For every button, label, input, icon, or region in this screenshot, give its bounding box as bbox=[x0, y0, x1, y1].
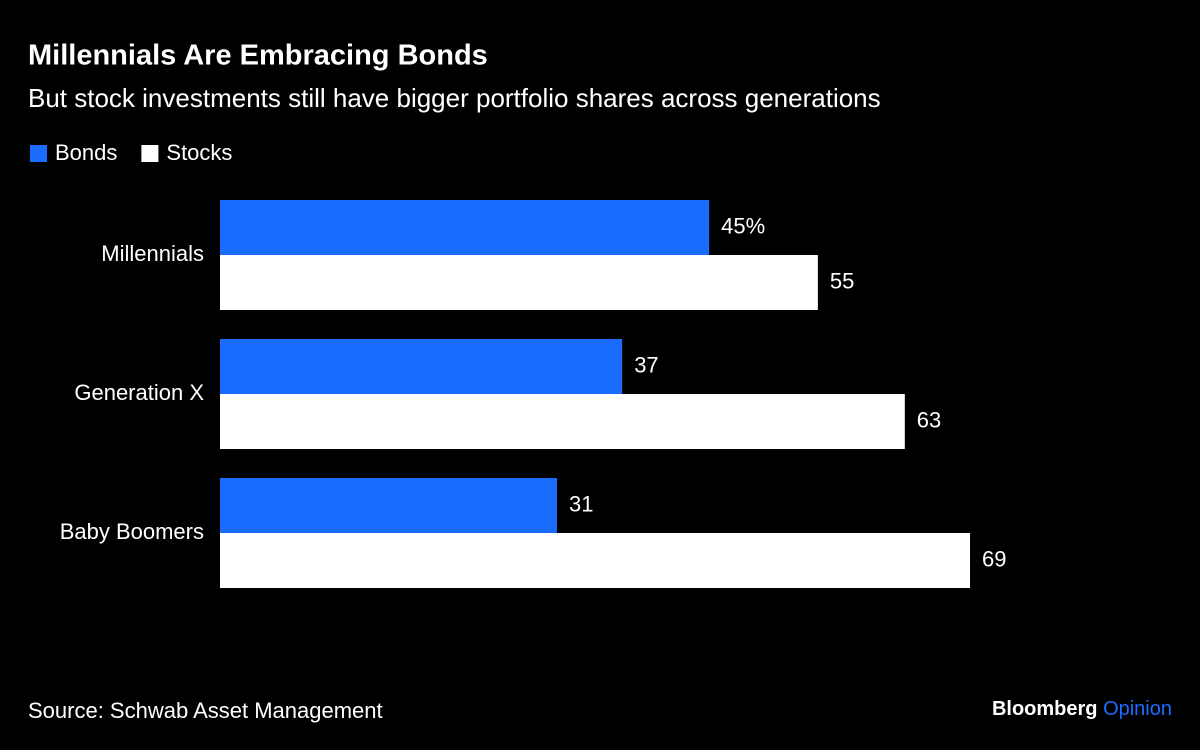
legend-swatch bbox=[141, 145, 159, 162]
brand-name: Bloomberg bbox=[992, 698, 1098, 720]
bar bbox=[220, 478, 557, 533]
brand: Bloomberg Opinion bbox=[992, 698, 1172, 720]
value-label: 37 bbox=[634, 352, 658, 377]
source: Source: Schwab Asset Management bbox=[28, 698, 383, 723]
bar bbox=[220, 200, 710, 255]
category-label: Generation X bbox=[74, 380, 204, 405]
value-label: 69 bbox=[982, 546, 1006, 571]
value-label: 45% bbox=[721, 213, 765, 238]
legend-label: Stocks bbox=[166, 140, 232, 165]
brand-suffix: Opinion bbox=[1103, 698, 1172, 720]
chart-subtitle: But stock investments still have bigger … bbox=[28, 83, 881, 113]
value-label: 63 bbox=[917, 407, 941, 432]
value-label: 55 bbox=[830, 268, 854, 293]
bar bbox=[220, 394, 905, 449]
bar bbox=[220, 339, 623, 394]
value-label: 31 bbox=[569, 491, 593, 516]
category-label: Millennials bbox=[101, 241, 204, 266]
category-label: Baby Boomers bbox=[60, 519, 204, 544]
legend-label: Bonds bbox=[55, 140, 117, 165]
bar bbox=[220, 533, 971, 588]
chart-title: Millennials Are Embracing Bonds bbox=[28, 40, 488, 72]
legend-swatch bbox=[30, 145, 47, 162]
bar bbox=[220, 255, 818, 310]
